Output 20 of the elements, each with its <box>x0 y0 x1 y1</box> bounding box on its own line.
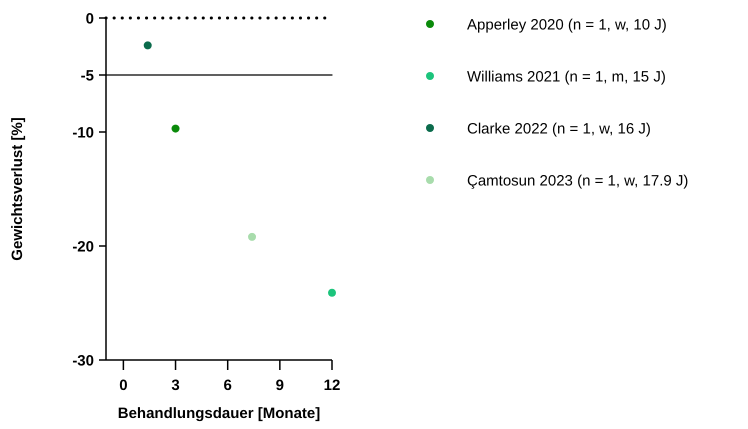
x-tick-label: 6 <box>224 377 232 394</box>
legend-label: Williams 2021 (n = 1, m, 15 J) <box>467 68 666 86</box>
legend-label: Clarke 2022 (n = 1, w, 16 J) <box>467 120 651 138</box>
point <box>144 41 152 50</box>
y-tick-label: -5 <box>80 67 94 84</box>
y-axis-title: Gewichtsverlust [%] <box>9 117 26 261</box>
y-tick-label: 0 <box>86 10 94 28</box>
legend-label: Çamtosun 2023 (n = 1, w, 17.9 J) <box>467 172 688 190</box>
point <box>248 232 256 241</box>
x-axis-title: Behandlungsdauer [Monate] <box>118 405 320 422</box>
legend-label: Apperley 2020 (n = 1, w, 10 J) <box>467 16 667 34</box>
y-tick-label: -20 <box>72 238 94 256</box>
x-tick-label: 12 <box>324 377 340 394</box>
x-tick-label: 3 <box>171 377 180 394</box>
x-tick-label: 0 <box>119 377 128 394</box>
y-tick-label: -10 <box>72 124 94 142</box>
point <box>328 288 336 297</box>
x-tick-label: 9 <box>276 377 284 394</box>
y-tick-label: -30 <box>72 352 94 370</box>
point <box>172 124 180 133</box>
